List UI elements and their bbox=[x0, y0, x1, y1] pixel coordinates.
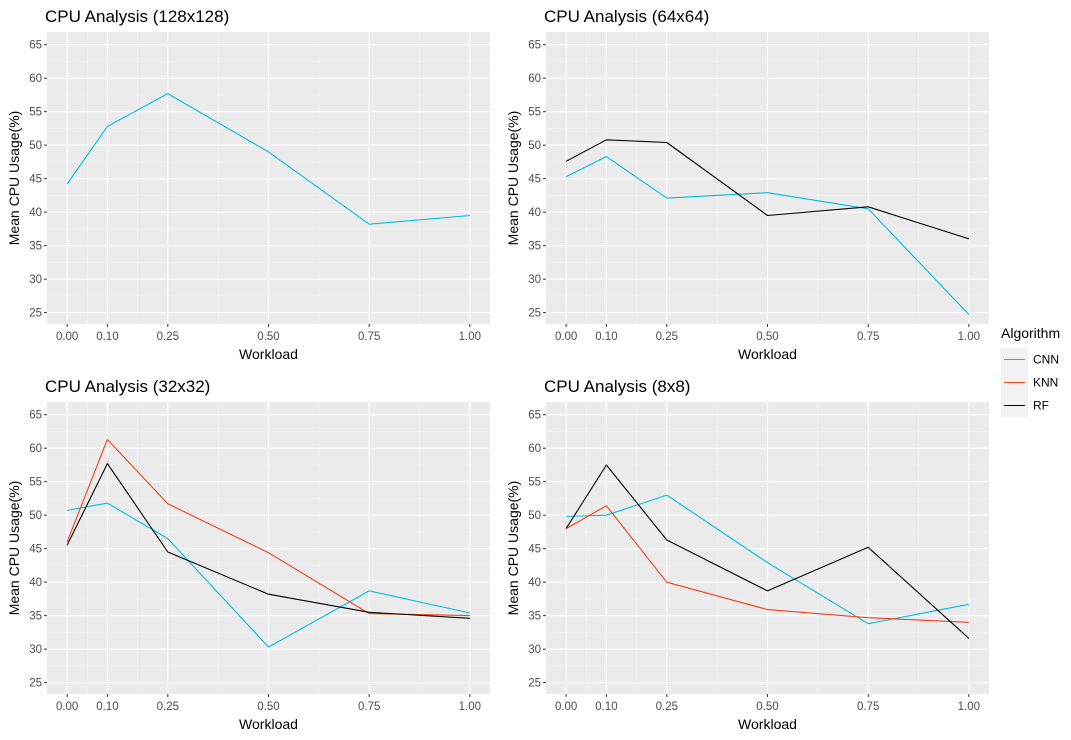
x-tick-label: 0.00 bbox=[56, 331, 78, 343]
panel-title: CPU Analysis (8x8) bbox=[544, 377, 690, 396]
legend-label-knn: KNN bbox=[1033, 376, 1058, 390]
legend-label-rf: RF bbox=[1033, 399, 1049, 413]
x-tick-label: 0.75 bbox=[857, 701, 879, 713]
x-tick-label: 0.25 bbox=[656, 701, 678, 713]
y-tick-label: 65 bbox=[29, 40, 42, 52]
x-tick-label: 1.00 bbox=[958, 331, 980, 343]
y-tick-label: 55 bbox=[528, 107, 541, 119]
y-tick-label: 50 bbox=[528, 510, 541, 522]
x-tick-label: 0.10 bbox=[96, 701, 118, 713]
panel-title: CPU Analysis (64x64) bbox=[544, 7, 709, 26]
x-tick-label: 1.00 bbox=[459, 701, 481, 713]
series-line-cnn bbox=[67, 502, 471, 648]
series-line-cnn bbox=[566, 494, 970, 625]
x-tick-label: 0.25 bbox=[157, 331, 179, 343]
panel-title: CPU Analysis (32x32) bbox=[45, 377, 210, 396]
y-tick-label: 25 bbox=[29, 678, 42, 690]
x-tick-label: 1.00 bbox=[459, 331, 481, 343]
y-tick-label: 40 bbox=[528, 207, 541, 219]
y-tick-label: 55 bbox=[528, 477, 541, 489]
x-tick-label: 0.75 bbox=[358, 701, 380, 713]
y-tick-label: 35 bbox=[528, 241, 541, 253]
y-tick-label: 30 bbox=[29, 644, 42, 656]
y-tick-label: 45 bbox=[29, 174, 42, 186]
series-line-rf bbox=[565, 139, 970, 240]
y-tick-label: 35 bbox=[528, 611, 541, 623]
x-tick-label: 0.00 bbox=[56, 701, 78, 713]
x-tick-label: 0.25 bbox=[656, 331, 678, 343]
y-tick-label: 60 bbox=[528, 443, 541, 455]
panel-2: 25 30 35 40 45 50 55 60 65 0.00 0.10 0.25 0.50 0.75 1.… bbox=[505, 7, 989, 362]
x-tick-label: 0.50 bbox=[257, 701, 279, 713]
x-tick-label: 1.00 bbox=[958, 701, 980, 713]
x-tick-label: 0.00 bbox=[555, 701, 577, 713]
y-tick-label: 60 bbox=[29, 443, 42, 455]
y-axis-label: Mean CPU Usage(%) bbox=[6, 481, 22, 616]
y-tick-label: 25 bbox=[528, 678, 541, 690]
y-tick-label: 45 bbox=[29, 544, 42, 556]
y-tick-label: 50 bbox=[528, 140, 541, 152]
x-tick-label: 0.10 bbox=[595, 331, 617, 343]
y-tick-label: 50 bbox=[29, 140, 42, 152]
panel-title: CPU Analysis (128x128) bbox=[45, 7, 229, 26]
y-axis-label: Mean CPU Usage(%) bbox=[6, 111, 22, 246]
x-tick-label: 0.50 bbox=[257, 331, 279, 343]
y-tick-label: 65 bbox=[29, 410, 42, 422]
series-line-knn bbox=[565, 505, 969, 623]
y-tick-label: 30 bbox=[29, 274, 42, 286]
y-tick-label: 25 bbox=[29, 308, 42, 320]
y-axis-label: Mean CPU Usage(%) bbox=[505, 481, 521, 616]
y-tick-label: 55 bbox=[29, 477, 42, 489]
x-axis-label: Workload bbox=[239, 716, 298, 732]
y-tick-label: 45 bbox=[528, 174, 541, 186]
series-line-knn bbox=[66, 438, 470, 617]
x-tick-label: 0.50 bbox=[756, 331, 778, 343]
series-line-cnn bbox=[565, 156, 970, 315]
x-axis-label: Workload bbox=[738, 716, 797, 732]
legend-label-cnn: CNN bbox=[1033, 353, 1059, 367]
panel-4: 25 30 35 40 45 50 55 60 65 0.00 0.10 0.25 0.50 0.75 1.… bbox=[505, 377, 989, 732]
y-tick-label: 30 bbox=[528, 644, 541, 656]
panel-3: 25 30 35 40 45 50 55 60 65 0.00 0.10 0.25 0.50 0.75 1.… bbox=[6, 377, 490, 732]
y-tick-label: 60 bbox=[29, 73, 42, 85]
x-tick-label: 0.10 bbox=[595, 701, 617, 713]
legend-title: Algorithm bbox=[1001, 325, 1060, 341]
y-tick-label: 65 bbox=[528, 40, 541, 52]
y-axis-label: Mean CPU Usage(%) bbox=[505, 111, 521, 246]
x-tick-label: 0.75 bbox=[358, 331, 380, 343]
y-tick-label: 60 bbox=[528, 73, 541, 85]
x-tick-label: 0.25 bbox=[157, 701, 179, 713]
y-tick-label: 40 bbox=[29, 207, 42, 219]
x-tick-label: 0.75 bbox=[857, 331, 879, 343]
x-axis-label: Workload bbox=[239, 346, 298, 362]
y-tick-label: 40 bbox=[29, 577, 42, 589]
x-tick-label: 0.10 bbox=[96, 331, 118, 343]
y-tick-label: 55 bbox=[29, 107, 42, 119]
y-tick-label: 35 bbox=[29, 241, 42, 253]
series-line-rf bbox=[565, 464, 970, 639]
x-tick-label: 0.00 bbox=[555, 331, 577, 343]
x-axis-label: Workload bbox=[738, 346, 797, 362]
y-tick-label: 35 bbox=[29, 611, 42, 623]
series-line-rf bbox=[66, 463, 470, 619]
series-line-cnn bbox=[66, 93, 470, 225]
y-tick-label: 30 bbox=[528, 274, 541, 286]
legend: Algorithm CNN KNN RF bbox=[1001, 325, 1060, 417]
y-tick-label: 45 bbox=[528, 544, 541, 556]
x-tick-label: 0.50 bbox=[756, 701, 778, 713]
y-tick-label: 25 bbox=[528, 308, 541, 320]
panel-1: 25 30 35 40 45 50 55 60 65 0.00 0.10 0.25 0.50 0.75 1.… bbox=[6, 7, 490, 362]
y-tick-label: 50 bbox=[29, 510, 42, 522]
y-tick-label: 40 bbox=[528, 577, 541, 589]
y-tick-label: 65 bbox=[528, 410, 541, 422]
